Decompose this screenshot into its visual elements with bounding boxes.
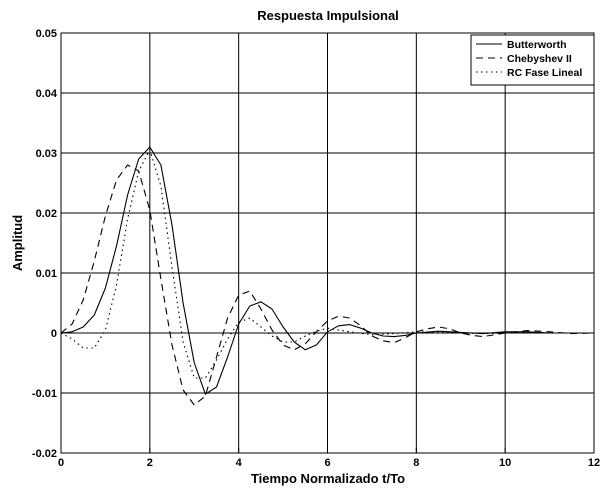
legend: Butterworth Chebyshev II RC Fase Lineal bbox=[470, 34, 595, 86]
y-tick-label: -0.01 bbox=[32, 388, 57, 400]
legend-label-rc-fase-lineal: RC Fase Lineal bbox=[507, 67, 582, 79]
y-tick-label: 0.01 bbox=[36, 268, 57, 280]
x-axis-label: Tiempo Normalizado t/To bbox=[251, 471, 405, 486]
y-tick-label: 0 bbox=[51, 328, 57, 340]
legend-box bbox=[470, 34, 595, 86]
series-line-butterworth bbox=[60, 146, 594, 395]
y-tick-label: 0.02 bbox=[36, 208, 57, 220]
series-layer bbox=[60, 146, 595, 406]
x-tick-label: 4 bbox=[236, 457, 243, 469]
y-tick-label: 0.03 bbox=[36, 148, 57, 160]
chart-title: Respuesta Impulsional bbox=[257, 8, 399, 23]
x-tick-label: 12 bbox=[588, 457, 600, 469]
tick-layer: 0 2 4 6 8 10 12 -0.02 -0.01 0 0.01 0.02 0.03 0.04 0.05 bbox=[32, 28, 600, 469]
legend-label-butterworth: Butterworth bbox=[507, 39, 567, 51]
x-tick-label: 6 bbox=[324, 457, 330, 469]
series-line-rc-fase-lineal bbox=[60, 149, 594, 379]
y-tick-label: 0.05 bbox=[36, 28, 57, 40]
y-tick-label: 0.04 bbox=[36, 88, 58, 100]
x-tick-label: 8 bbox=[413, 457, 419, 469]
series-line-chebyshev-ii bbox=[60, 164, 595, 406]
legend-label-chebyshev-ii: Chebyshev II bbox=[507, 53, 572, 65]
y-axis-label: Amplitud bbox=[10, 215, 25, 271]
x-tick-label: 10 bbox=[499, 457, 511, 469]
y-tick-label: -0.02 bbox=[32, 448, 57, 460]
x-tick-label: 2 bbox=[147, 457, 153, 469]
x-tick-label: 0 bbox=[58, 457, 64, 469]
